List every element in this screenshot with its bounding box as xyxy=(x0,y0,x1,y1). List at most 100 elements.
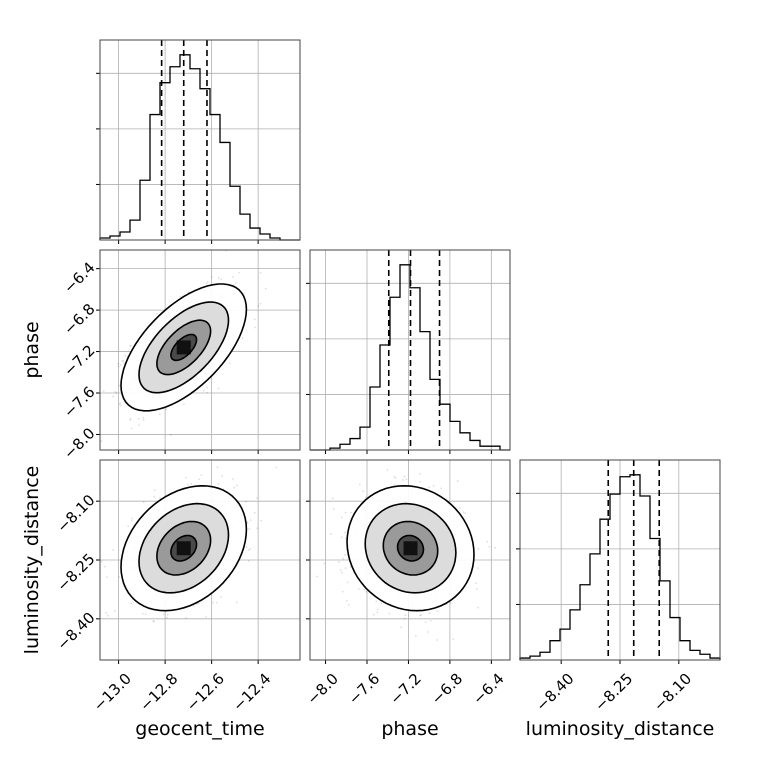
sample-point xyxy=(341,571,343,574)
hist-panel-luminosity_distance xyxy=(516,459,721,664)
sample-point xyxy=(124,354,127,357)
hist-panel-phase xyxy=(306,249,511,454)
sample-point xyxy=(114,610,117,612)
density-peak xyxy=(403,541,418,556)
sample-point xyxy=(346,581,349,584)
sample-point xyxy=(138,424,140,427)
x-tick-label: −12.4 xyxy=(229,670,274,715)
sample-point xyxy=(486,540,488,543)
sample-point xyxy=(131,517,134,520)
sample-point xyxy=(118,576,121,579)
sample-point xyxy=(235,281,237,284)
sample-point xyxy=(200,474,203,476)
sample-point xyxy=(344,567,347,569)
sample-point xyxy=(425,621,427,624)
sample-point xyxy=(142,418,145,421)
x-tick-label: −12.6 xyxy=(183,670,228,715)
sample-point xyxy=(153,495,156,498)
sample-point xyxy=(206,281,209,284)
sample-point xyxy=(419,472,422,475)
contour-line-3 xyxy=(170,534,198,562)
sample-point xyxy=(235,601,238,604)
sample-point xyxy=(121,360,124,363)
sample-point xyxy=(130,602,133,605)
y-tick-label: −8.25 xyxy=(53,550,98,595)
sample-point xyxy=(165,408,167,411)
panel-frame xyxy=(99,39,301,241)
sample-point xyxy=(103,565,106,568)
x-tick-label: −6.4 xyxy=(469,670,507,708)
x-tick-label: −13.0 xyxy=(90,670,135,715)
sample-point xyxy=(316,575,318,578)
sample-point xyxy=(206,386,209,389)
sample-point xyxy=(477,548,480,550)
sample-point xyxy=(449,602,452,604)
sample-point xyxy=(220,278,222,281)
sample-point xyxy=(342,590,344,593)
sample-point xyxy=(401,479,404,481)
sample-point xyxy=(142,501,145,504)
joint-panel-geocent_time-luminosity_distance xyxy=(96,459,301,664)
sample-point xyxy=(182,403,185,406)
sample-point xyxy=(340,516,343,519)
y-tick-label: −8.10 xyxy=(53,491,98,536)
sample-point xyxy=(185,617,187,619)
sample-point xyxy=(347,603,350,606)
sample-point xyxy=(235,484,238,487)
sample-point xyxy=(344,537,347,540)
sample-point xyxy=(205,616,208,618)
sample-point xyxy=(179,295,182,298)
sample-point xyxy=(217,387,220,390)
sample-point xyxy=(112,395,114,398)
sample-point xyxy=(220,596,222,598)
sample-point xyxy=(331,497,334,500)
sample-point xyxy=(228,576,231,579)
sample-point xyxy=(350,511,353,514)
sample-point xyxy=(429,619,432,622)
sample-point xyxy=(452,638,455,641)
sample-point xyxy=(127,525,130,528)
sample-point xyxy=(162,613,165,616)
sample-point xyxy=(130,344,133,347)
panel-content xyxy=(100,250,300,450)
sample-point xyxy=(459,507,461,509)
sample-point xyxy=(129,418,132,421)
contour-line-3 xyxy=(396,534,425,562)
sample-point xyxy=(233,486,236,489)
sample-point xyxy=(152,620,155,622)
density-peak xyxy=(176,541,191,556)
sample-point xyxy=(380,602,383,605)
sample-point xyxy=(436,610,439,613)
x-tick-label: −7.6 xyxy=(345,670,383,708)
sample-point xyxy=(152,620,155,623)
sample-point xyxy=(216,466,219,469)
sample-point xyxy=(217,276,220,279)
sample-point xyxy=(137,417,140,420)
sample-point xyxy=(464,512,467,515)
sample-point xyxy=(142,416,145,419)
sample-point xyxy=(117,365,120,368)
sample-point xyxy=(340,569,342,572)
sample-point xyxy=(494,546,497,549)
sample-point xyxy=(477,606,479,609)
sample-point xyxy=(242,292,245,295)
sample-point xyxy=(192,605,195,607)
sample-point xyxy=(153,489,156,492)
sample-point xyxy=(386,468,389,471)
sample-point xyxy=(257,305,260,307)
panel-frame xyxy=(309,459,511,661)
sample-point xyxy=(107,614,109,617)
sample-point xyxy=(349,566,352,568)
sample-point xyxy=(216,601,218,604)
sample-point xyxy=(120,404,122,407)
histogram-geocent_time xyxy=(99,54,300,241)
sample-point xyxy=(228,362,231,364)
sample-point xyxy=(428,486,430,489)
sample-point xyxy=(112,549,115,551)
sample-point xyxy=(344,511,347,514)
sample-point xyxy=(156,312,159,315)
sample-point xyxy=(363,588,366,591)
sample-point xyxy=(345,599,348,602)
sample-point xyxy=(119,402,122,405)
